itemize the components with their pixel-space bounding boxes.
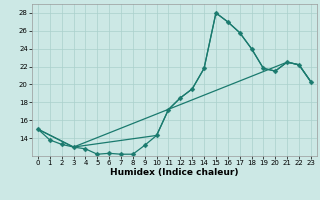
X-axis label: Humidex (Indice chaleur): Humidex (Indice chaleur) xyxy=(110,168,239,177)
